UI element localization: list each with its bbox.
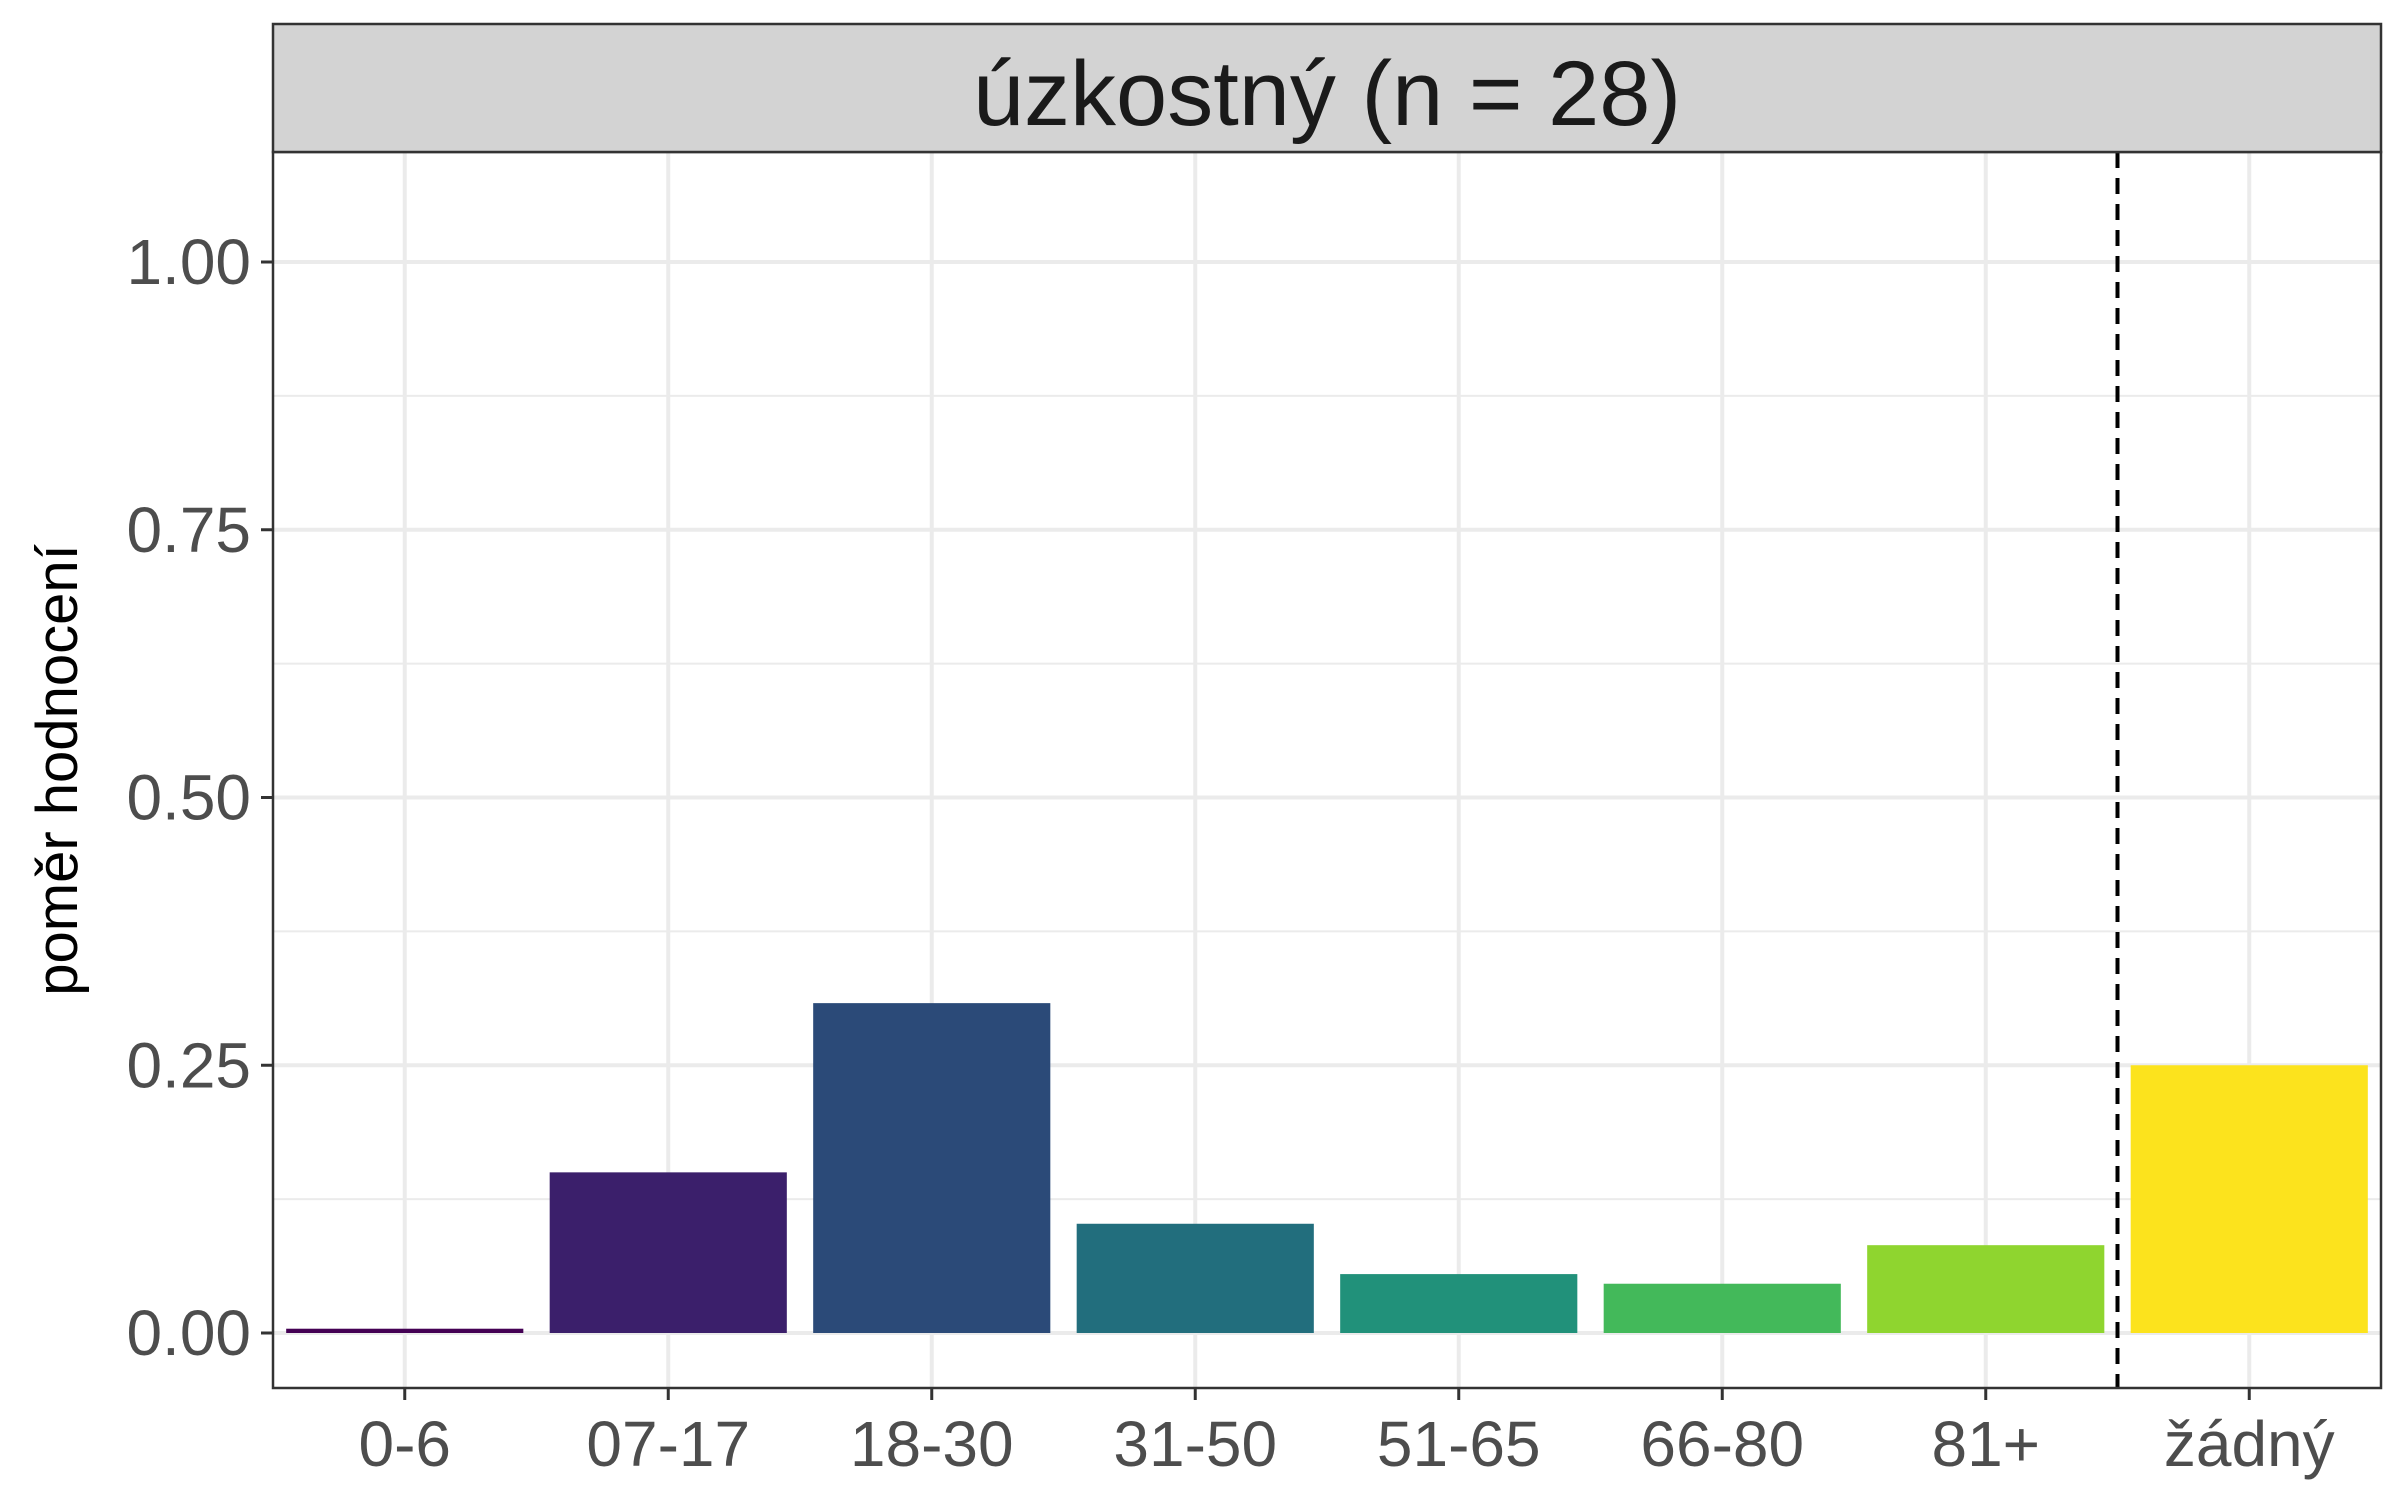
y-axis: 0.00 0.25 0.50 0.75 1.00 (126, 226, 273, 1369)
bar-žádný (2130, 1065, 2368, 1333)
bar-0-6 (286, 1328, 524, 1333)
x-tick-label: 66-80 (1640, 1408, 1804, 1480)
y-axis-title: poměr hodnocení (25, 544, 90, 995)
x-tick-label: 07-17 (586, 1408, 750, 1480)
facet-title: úzkostný (n = 28) (973, 43, 1681, 145)
x-axis: 0-6 07-17 18-30 31-50 51-65 66-80 81+ žádný (359, 1388, 2335, 1480)
bar-07-17 (549, 1172, 787, 1333)
bar-81+ (1867, 1245, 2105, 1333)
y-tick-label: 0.50 (126, 762, 251, 834)
x-tick-label: 31-50 (1113, 1408, 1277, 1480)
x-tick-label: 81+ (1931, 1408, 2040, 1480)
x-tick-label: 51-65 (1377, 1408, 1541, 1480)
bar-31-50 (1076, 1223, 1314, 1333)
y-tick-label: 0.00 (126, 1297, 251, 1369)
x-tick-label: 0-6 (359, 1408, 452, 1480)
bar-66-80 (1603, 1283, 1841, 1333)
y-tick-label: 0.25 (126, 1029, 251, 1101)
bars (286, 1003, 2368, 1333)
bar-51-65 (1340, 1274, 1578, 1333)
x-tick-label: 18-30 (850, 1408, 1014, 1480)
bar-18-30 (813, 1003, 1051, 1333)
x-tick-label: žádný (2164, 1408, 2335, 1480)
y-tick-label: 0.75 (126, 494, 251, 566)
y-tick-label: 1.00 (126, 226, 251, 298)
facet-strip (271, 22, 2383, 154)
